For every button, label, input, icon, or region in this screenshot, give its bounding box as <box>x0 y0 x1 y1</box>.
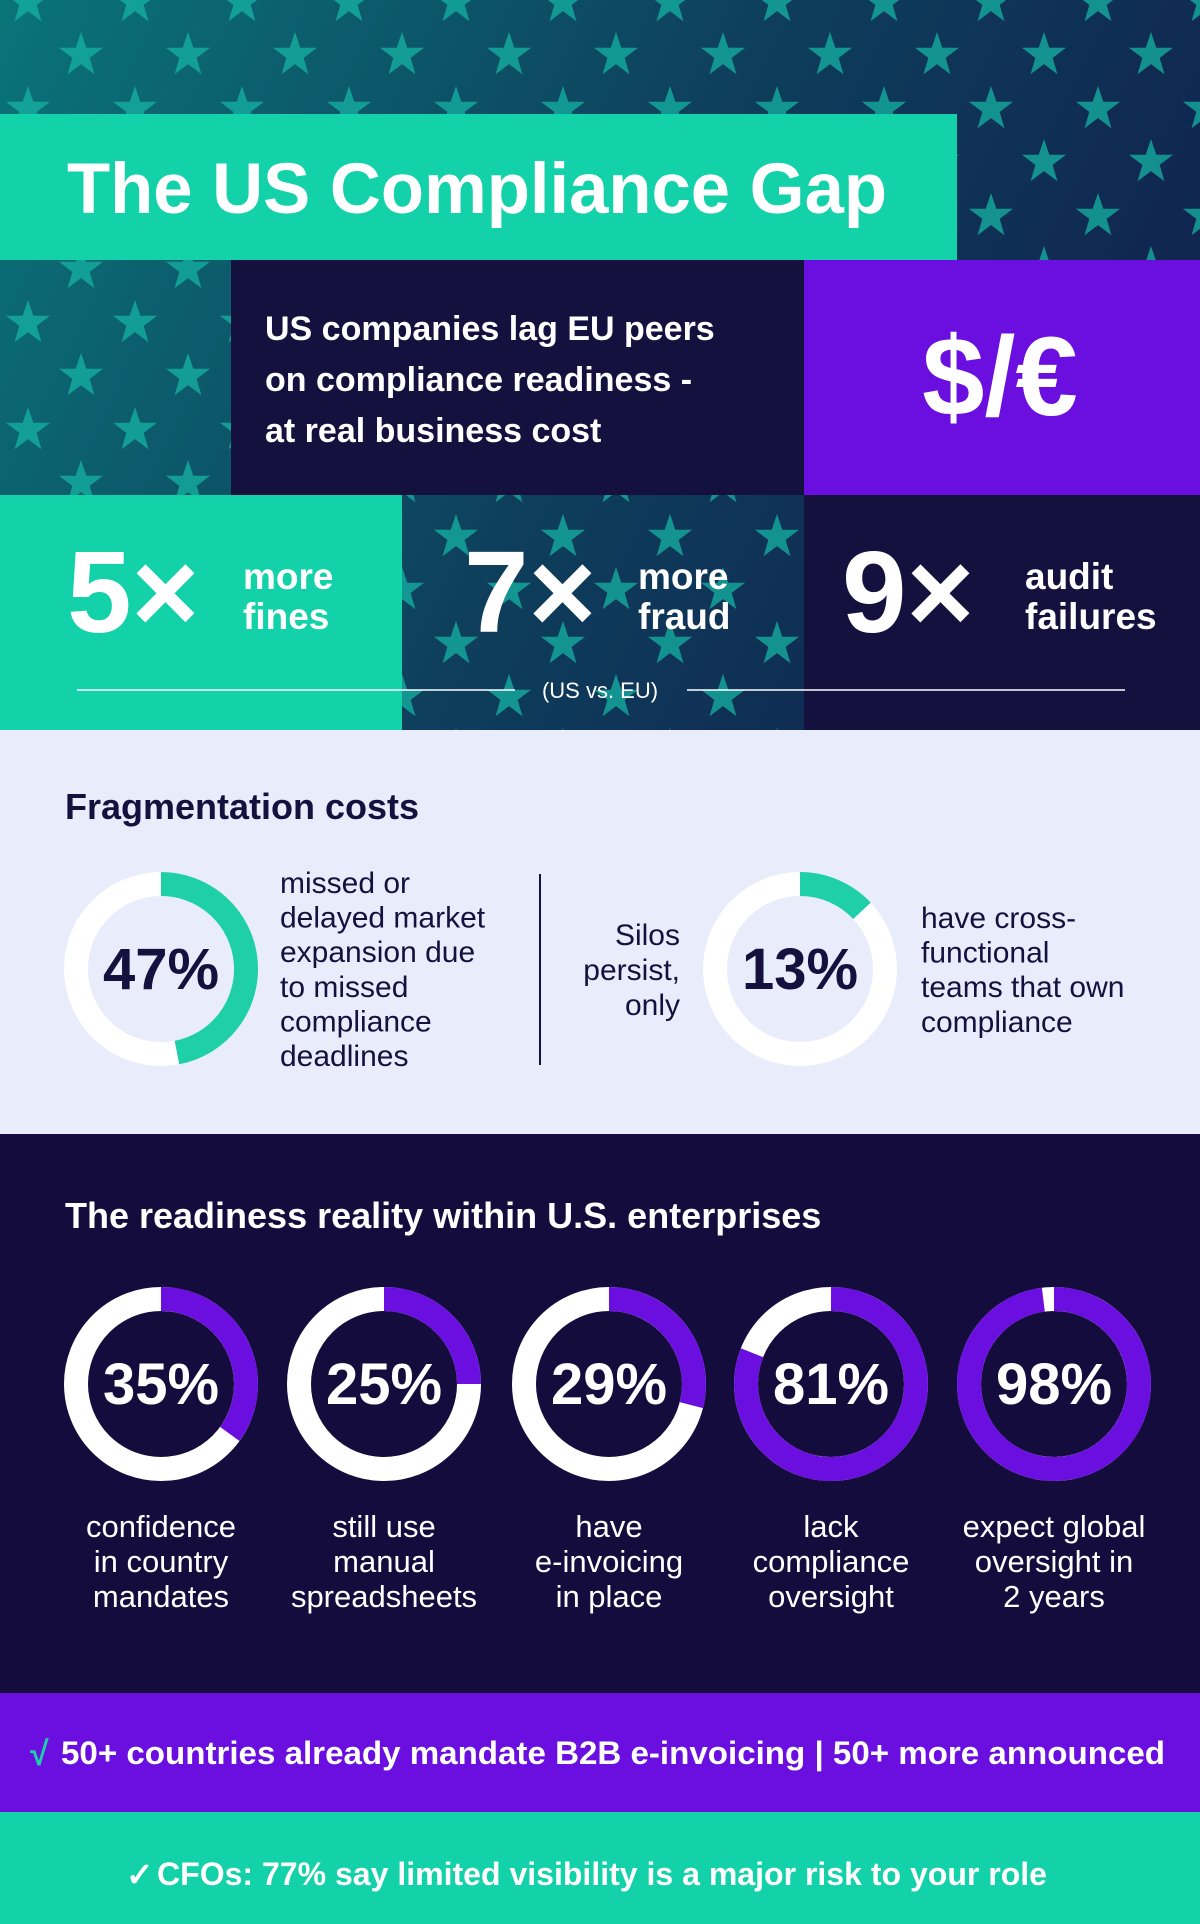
donut-arc <box>799 872 871 920</box>
subtitle-line: on compliance readiness - <box>265 361 692 399</box>
title-banner <box>0 114 957 260</box>
donut-arc <box>160 872 258 1065</box>
donut-arc <box>608 1287 706 1409</box>
stat-label: failures <box>1025 596 1157 637</box>
stat-box <box>804 495 1200 730</box>
stat-label: audit <box>1025 556 1113 597</box>
donut-label: 47% <box>103 937 219 1002</box>
donut-text: missed or <box>280 867 410 900</box>
item-text: in country <box>94 1544 229 1579</box>
stat-label: more <box>243 556 333 597</box>
item-text: confidence <box>86 1509 236 1544</box>
subtitle-box <box>231 260 804 495</box>
stat-note: (US vs. EU) <box>542 678 658 703</box>
donut-text: teams that own <box>921 971 1124 1004</box>
title: The US Compliance Gap <box>67 150 887 229</box>
donut-text: compliance <box>280 1005 432 1038</box>
item-text: oversight <box>768 1579 894 1614</box>
stat-figure: 5× <box>67 527 199 657</box>
section-title: Fragmentation costs <box>65 786 419 827</box>
lead-text: Silos <box>615 919 680 952</box>
donut-text: compliance <box>921 1006 1073 1039</box>
item-text: manual <box>333 1544 435 1579</box>
item-text: mandates <box>93 1579 229 1614</box>
subtitle-line: US companies lag EU peers <box>265 310 715 348</box>
check-mark: ✓ <box>126 1856 154 1893</box>
donut-label: 35% <box>103 1352 219 1417</box>
stat-figure: 9× <box>842 527 974 657</box>
donut-label: 98% <box>996 1352 1112 1417</box>
donut-arc <box>734 1287 928 1481</box>
donut-label: 25% <box>326 1352 442 1417</box>
stat-figure: 7× <box>464 527 596 657</box>
donut-label: 81% <box>773 1352 889 1417</box>
donut-label: 29% <box>551 1352 667 1417</box>
donut-text: deadlines <box>280 1040 408 1073</box>
check-mark: √ <box>30 1735 49 1773</box>
item-text: expect global <box>963 1509 1146 1544</box>
donut-arc <box>383 1287 481 1385</box>
item-text: e-invoicing <box>535 1544 683 1579</box>
item-text: compliance <box>753 1544 910 1579</box>
lead-text: only <box>625 989 680 1022</box>
section-title: The readiness reality within U.S. enterp… <box>65 1195 821 1236</box>
banner-text: 50+ countries already mandate B2B e-invo… <box>61 1735 1165 1771</box>
donut-text: have cross- <box>921 902 1076 935</box>
footer-text: CFOs: 77% say limited visibility is a ma… <box>157 1856 1047 1892</box>
donut-arc <box>160 1287 258 1442</box>
item-text: in place <box>556 1579 663 1614</box>
item-text: 2 years <box>1003 1579 1105 1614</box>
item-text: lack <box>803 1509 859 1544</box>
currency-symbol: $/€ <box>922 314 1078 439</box>
symbol-box <box>804 260 1200 495</box>
stat-label: fines <box>243 596 329 637</box>
mandate-banner <box>0 1693 1200 1812</box>
donut-label: 13% <box>742 937 858 1002</box>
donut-text: functional <box>921 937 1049 970</box>
lead-text: persist, <box>583 954 680 987</box>
item-text: have <box>575 1509 642 1544</box>
stat-box <box>0 495 402 730</box>
fragmentation-section <box>0 730 1200 1134</box>
donut-text: delayed market <box>280 902 486 935</box>
stat-label: more <box>638 556 728 597</box>
donut-text: to missed <box>280 971 408 1004</box>
item-text: still use <box>332 1509 435 1544</box>
item-text: spreadsheets <box>291 1579 477 1614</box>
readiness-section <box>0 1134 1200 1693</box>
stat-label: fraud <box>638 596 731 637</box>
donut-arc <box>957 1287 1151 1481</box>
subtitle-line: at real business cost <box>265 412 601 450</box>
footer-banner <box>0 1812 1200 1924</box>
donut-text: expansion due <box>280 936 475 969</box>
item-text: oversight in <box>975 1544 1134 1579</box>
